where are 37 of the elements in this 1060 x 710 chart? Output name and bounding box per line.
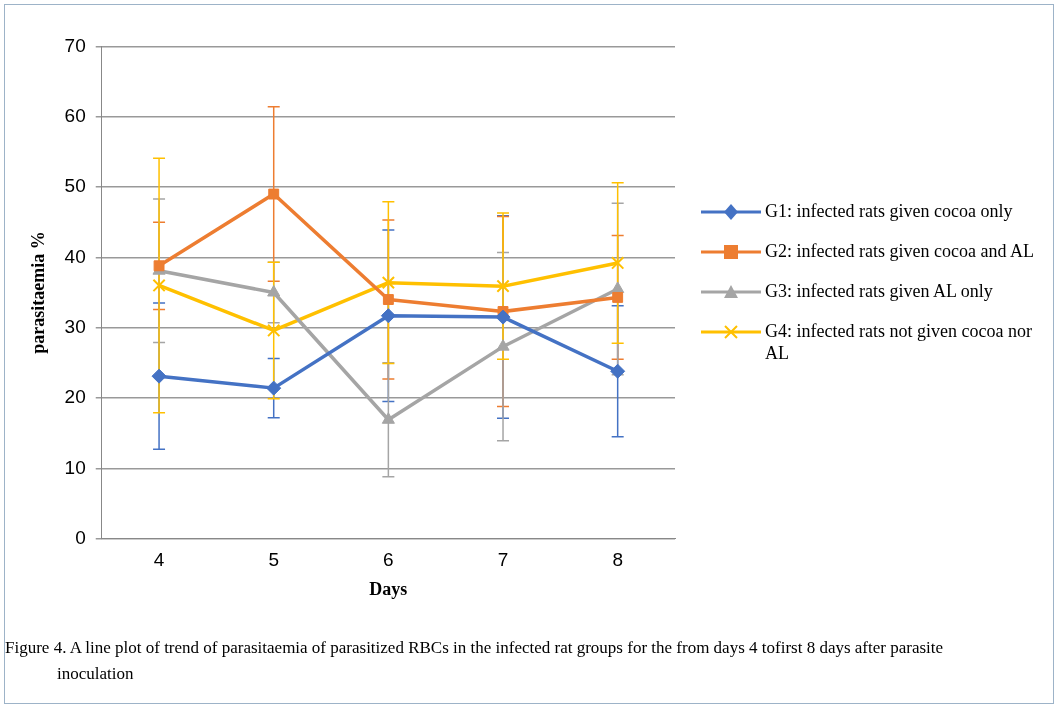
legend-label: G3: infected rats given AL only (765, 280, 993, 302)
point (496, 339, 510, 351)
point (496, 279, 510, 293)
point (151, 368, 167, 384)
y-tick-label: 10 (64, 456, 86, 478)
x-tick-label: 6 (383, 549, 394, 571)
point (495, 309, 511, 325)
x-axis-title: Days (369, 578, 408, 599)
y-tick-label: 40 (64, 245, 86, 267)
caption: Figure 4. A line plot of trend of parasitaemia of parasitized RBCs in the infected rat groups for the from days 4 tofirst 8 days after parasite inoculation (5, 637, 945, 685)
legend-label: G4: infected rats not given cocoa nor AL (765, 320, 1033, 364)
point (611, 281, 625, 293)
y-tick-label: 70 (64, 34, 86, 56)
point (382, 294, 394, 305)
point (267, 285, 281, 297)
point (152, 278, 166, 293)
y-tick-label: 0 (75, 526, 86, 548)
y-axis-title: parasitaemia % (28, 231, 49, 354)
point (611, 256, 625, 270)
y-tick-label: 60 (64, 104, 86, 126)
x-tick-label: 5 (268, 549, 279, 571)
x-tick-label: 7 (497, 549, 509, 571)
point (612, 291, 624, 303)
y-tick-label: 50 (64, 175, 86, 197)
legend-label: G2: infected rats given cocoa and AL (765, 240, 1034, 262)
y-tick-label: 20 (64, 386, 86, 408)
y-tick-label: 30 (64, 315, 86, 337)
point (268, 188, 280, 200)
x-tick-label: 8 (612, 549, 623, 571)
point (381, 412, 395, 424)
point (267, 323, 281, 338)
point (266, 380, 282, 396)
legend-label: G1: infected rats given cocoa only (765, 200, 1013, 222)
point (380, 308, 396, 324)
point (610, 363, 626, 379)
x-tick-label: 4 (153, 549, 165, 571)
point (381, 276, 396, 290)
